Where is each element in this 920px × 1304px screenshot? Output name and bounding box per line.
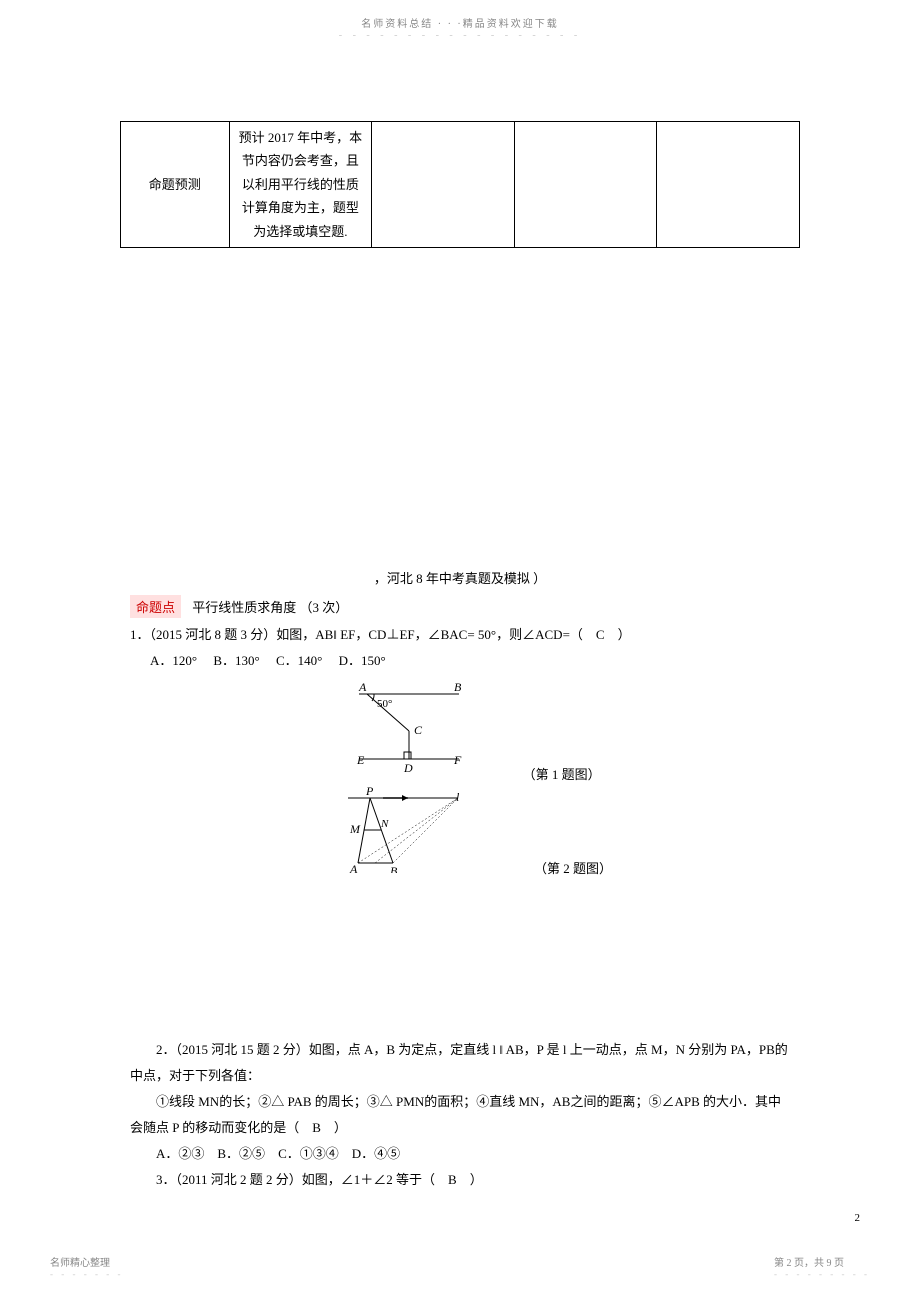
question-1: 1．（2015 河北 8 题 3 分）如图，AB‖ EF，CD⊥EF，∠BAC=… <box>120 622 800 648</box>
q2-opt-a: A．②③ <box>156 1146 204 1161</box>
table-cell-empty <box>657 122 800 248</box>
table-cell-content: 预计 2017 年中考，本节内容仍会考查，且以利用平行线的性质计算角度为主，题型… <box>229 122 372 248</box>
fig1-label-c: C <box>414 723 423 737</box>
topic-text: 平行线性质求角度 （3 次） <box>192 600 348 615</box>
fig1-angle: 50° <box>377 698 392 710</box>
page-number: 2 <box>855 1212 861 1224</box>
footer-right-text: 第 2 页，共 9 页 <box>774 1254 870 1269</box>
table-cell-empty <box>514 122 657 248</box>
topic-label: 命题点 <box>130 595 181 618</box>
header-text: 名师资料总结 · · ·精品资料欢迎下载 <box>0 0 920 30</box>
table-row-label: 命题预测 <box>121 122 230 248</box>
q2-opt-b: B．②⑤ <box>217 1146 265 1161</box>
footer-left-text: 名师精心整理 <box>50 1254 123 1269</box>
q1-opt-a: A．120° <box>150 653 197 668</box>
q1-opt-c: C．140° <box>276 653 322 668</box>
question-2-text2: ①线段 MN的长；②△ PAB 的周长；③△ PMN的面积；④直线 MN，AB之… <box>120 1089 800 1141</box>
q2-opt-d: D．④⑤ <box>352 1146 400 1161</box>
question-2-options: A．②③ B．②⑤ C．①③④ D．④⑤ <box>120 1141 800 1167</box>
figure-1-svg: A B 50° C E D F <box>319 679 519 779</box>
footer-left-dashes: - - - - - - - <box>50 1269 123 1279</box>
page-content: 命题预测 预计 2017 年中考，本节内容仍会考查，且以利用平行线的性质计算角度… <box>0 41 920 1193</box>
fig1-label-a: A <box>358 680 367 694</box>
q1-opt-b: B．130° <box>213 653 259 668</box>
fig1-label-d: D <box>403 761 413 775</box>
fig2-label-p: P <box>365 784 374 798</box>
footer-right-dashes: - - - - - - - - - <box>774 1269 870 1279</box>
topic-line: 命题点 平行线性质求角度 （3 次） <box>120 595 800 618</box>
fig1-label-e: E <box>356 753 365 767</box>
q2-opt-c: C．①③④ <box>278 1146 339 1161</box>
figure-2-label: （第 2 题图） <box>534 861 612 876</box>
fig1-label-f: F <box>453 753 462 767</box>
question-3-text: 3．（2011 河北 2 题 2 分）如图，∠1＋∠2 等于（ B ） <box>120 1167 800 1193</box>
figure-area: A B 50° C E D F （第 1 题图） <box>120 679 800 877</box>
section-title: ，河北 8 年中考真题及模拟 ） <box>120 568 800 587</box>
q1-opt-d: D．150° <box>339 653 386 668</box>
header-dashes: - - - - - - - - - - - - - - - - - - <box>0 30 920 41</box>
fig1-label-b: B <box>454 680 462 694</box>
fig2-label-m: M <box>349 822 361 836</box>
prediction-table: 命题预测 预计 2017 年中考，本节内容仍会考查，且以利用平行线的性质计算角度… <box>120 121 800 248</box>
fig2-label-b: B <box>390 864 398 873</box>
fig2-label-n: N <box>380 818 389 830</box>
figure-2: P l M N A B （第 2 题图） <box>308 783 612 877</box>
fig2-label-l: l <box>456 790 460 804</box>
figure-1-label: （第 1 题图） <box>523 767 601 782</box>
footer-right: 第 2 页，共 9 页 - - - - - - - - - <box>774 1254 870 1279</box>
table-cell-empty <box>372 122 515 248</box>
question-1-options: A．120° B．130° C．140° D．150° <box>120 648 800 674</box>
figure-2-svg: P l M N A B <box>308 783 508 873</box>
footer-left: 名师精心整理 - - - - - - - <box>50 1254 123 1279</box>
question-2-text: 2．（2015 河北 15 题 2 分）如图，点 A，B 为定点，定直线 l ‖… <box>120 1037 800 1089</box>
fig2-label-a: A <box>349 862 358 873</box>
figure-1: A B 50° C E D F （第 1 题图） <box>319 679 600 783</box>
